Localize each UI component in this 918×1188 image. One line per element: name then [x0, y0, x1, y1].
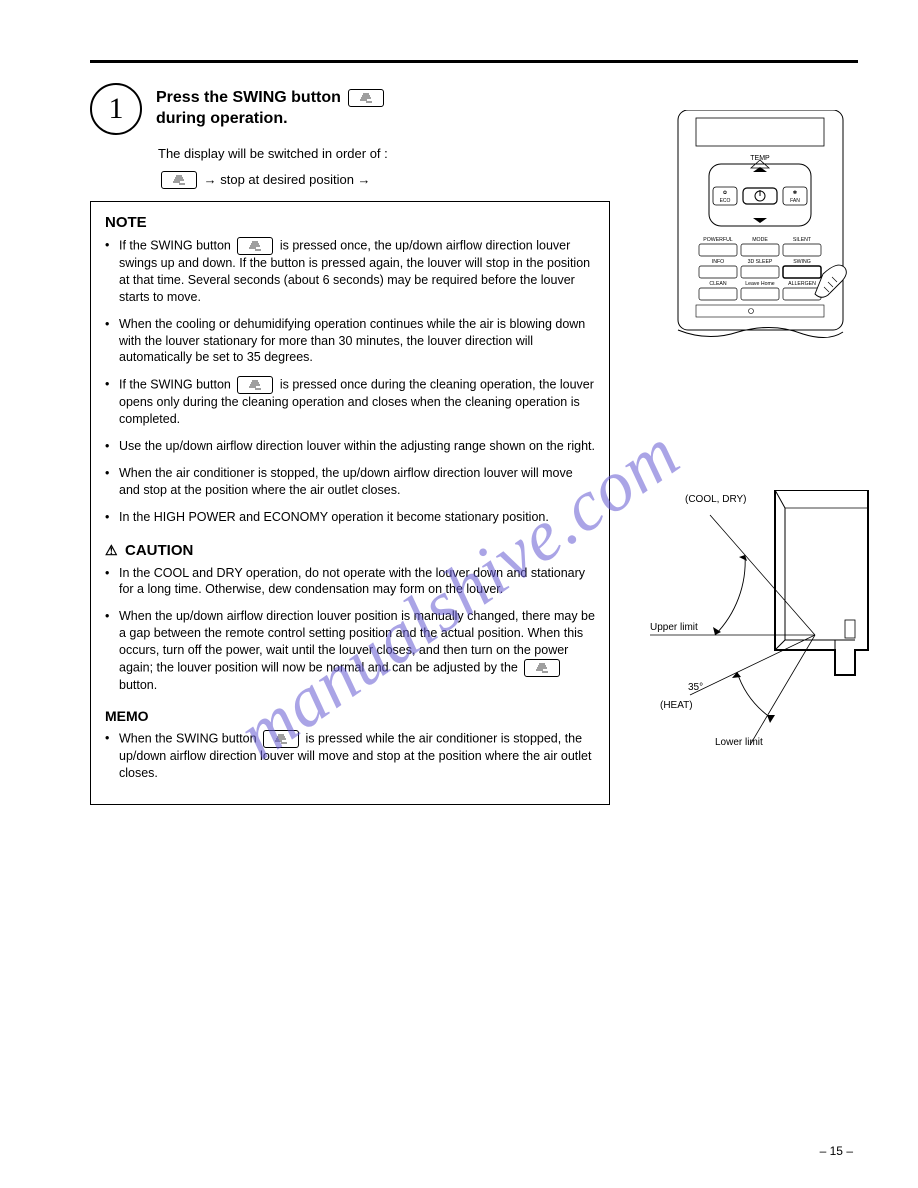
remote-powerful: POWERFUL	[703, 237, 733, 243]
label-35: 35°	[688, 682, 703, 693]
step-number-circle: 1	[90, 83, 142, 135]
svg-text:✿: ✿	[723, 190, 727, 196]
remote-swing: SWING	[793, 259, 811, 265]
memo-bullet-1: When the SWING button is pressed while t…	[105, 730, 595, 782]
remote-leavehome: Leave Home	[745, 281, 775, 287]
sub-line2: stop at desired position →	[220, 172, 370, 187]
note-bullet-3: If the SWING button is pressed once duri…	[105, 376, 595, 428]
caution-b2b: button.	[119, 678, 157, 692]
memo-b1a: When the SWING button	[119, 731, 257, 745]
page-number: – 15 –	[820, 1144, 853, 1158]
label-upper: Upper limit	[650, 622, 698, 633]
caution-bullet-2: When the up/down airflow direction louve…	[105, 608, 595, 694]
unit-diagram: (COOL, DRY) Upper limit 35° (HEAT) Lower…	[630, 490, 870, 750]
note-bullet-2: When the cooling or dehumidifying operat…	[105, 316, 595, 367]
swing-icon	[161, 171, 197, 189]
remote-clean: CLEAN	[709, 281, 727, 287]
swing-icon	[263, 730, 299, 748]
note-bullet-5: When the air conditioner is stopped, the…	[105, 465, 595, 499]
note-bullet-6: In the HIGH POWER and ECONOMY operation …	[105, 509, 595, 526]
remote-illustration: TEMP ✿ ECO ✽ FAN POWERFUL MODE SILENT IN…	[663, 110, 858, 370]
remote-sleep: 3D SLEEP	[748, 259, 773, 265]
step-line1: Press the SWING button	[156, 89, 341, 106]
swing-icon	[348, 89, 384, 107]
note-bullet-1: If the SWING button is pressed once, the…	[105, 237, 595, 306]
page-container: 1 Press the SWING button during operatio…	[0, 0, 918, 1188]
step-text: Press the SWING button during operation.	[156, 88, 387, 130]
label-heat: (HEAT)	[660, 700, 693, 711]
label-lower: Lower limit	[715, 737, 763, 748]
swing-icon	[524, 659, 560, 677]
note-box: NOTE If the SWING button is pressed once…	[90, 201, 610, 805]
remote-silent: SILENT	[793, 237, 812, 243]
remote-temp: TEMP	[750, 155, 770, 162]
step-number: 1	[109, 92, 124, 126]
note-b1a: If the SWING button	[119, 238, 231, 252]
step-line2: during operation.	[156, 110, 288, 127]
remote-allergen: ALLERGEN	[788, 281, 816, 287]
swing-icon	[237, 376, 273, 394]
top-divider	[90, 60, 858, 63]
remote-mode: MODE	[752, 237, 768, 243]
label-cool: (COOL, DRY)	[685, 494, 747, 505]
remote-info: INFO	[712, 259, 724, 265]
note-bullet-4: Use the up/down airflow direction louver…	[105, 438, 595, 455]
caution-bullet-1: In the COOL and DRY operation, do not op…	[105, 565, 595, 599]
swing-icon	[237, 237, 273, 255]
svg-text:✽: ✽	[793, 190, 797, 196]
caution-title: CAUTION	[105, 542, 595, 559]
note-b3a: If the SWING button	[119, 378, 231, 392]
remote-fan: FAN	[790, 198, 800, 204]
remote-eco: ECO	[720, 198, 731, 204]
memo-title: MEMO	[105, 708, 595, 724]
note-title: NOTE	[105, 214, 595, 231]
